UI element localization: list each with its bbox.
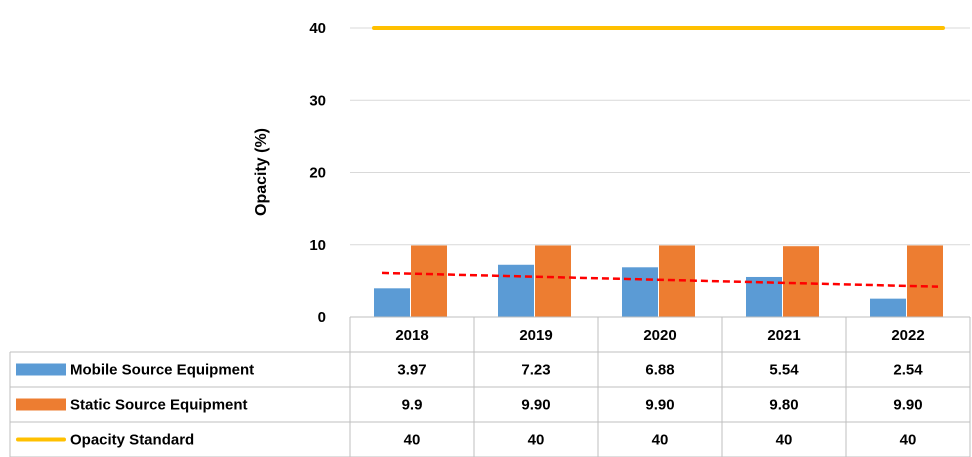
legend-label: Opacity Standard bbox=[70, 432, 194, 449]
bar-static-2019 bbox=[535, 245, 571, 317]
y-tick-label: 40 bbox=[309, 20, 326, 37]
table-cell: 40 bbox=[900, 432, 917, 449]
table-cell: 2.54 bbox=[893, 362, 923, 379]
legend-swatch bbox=[16, 363, 66, 376]
bar-static-2020 bbox=[659, 245, 695, 317]
table-cell: 9.90 bbox=[521, 397, 550, 414]
lines bbox=[372, 26, 945, 288]
table-cell: 40 bbox=[528, 432, 545, 449]
bar-mobile-2020 bbox=[622, 267, 658, 317]
table-cell: 9.80 bbox=[769, 397, 798, 414]
table-cell: 9.90 bbox=[645, 397, 674, 414]
table-cell: 3.97 bbox=[397, 362, 426, 379]
table-cell: 7.23 bbox=[521, 362, 550, 379]
x-tick-label: 2020 bbox=[643, 327, 676, 344]
table-cell: 40 bbox=[652, 432, 669, 449]
table-cell: 40 bbox=[404, 432, 421, 449]
trendline-mobile bbox=[381, 271, 939, 288]
data-table: 2018 2019 2020 2021 2022 Mobile Source Equipm… bbox=[9, 316, 971, 457]
bar-static-2022 bbox=[907, 245, 943, 317]
x-tick-label: 2019 bbox=[519, 327, 552, 344]
legend-swatch bbox=[16, 398, 66, 411]
bar-mobile-2022 bbox=[870, 298, 906, 317]
x-tick-label: 2021 bbox=[767, 327, 800, 344]
table-cell: 40 bbox=[776, 432, 793, 449]
table-cell: 9.9 bbox=[402, 397, 423, 414]
table-cell: 6.88 bbox=[645, 362, 674, 379]
table-cell: 9.90 bbox=[893, 397, 922, 414]
legend-label: Mobile Source Equipment bbox=[70, 362, 254, 379]
bar-static-2021 bbox=[783, 246, 819, 317]
x-tick-label: 2018 bbox=[395, 327, 428, 344]
gridlines bbox=[350, 27, 970, 246]
x-tick-label: 2022 bbox=[891, 327, 924, 344]
y-axis-label: Opacity (%) bbox=[253, 128, 270, 216]
legend-label: Static Source Equipment bbox=[70, 397, 248, 414]
table-cell: 5.54 bbox=[769, 362, 799, 379]
y-tick-label: 0 bbox=[318, 309, 326, 326]
bar-mobile-2019 bbox=[498, 264, 534, 317]
y-tick-label: 20 bbox=[309, 165, 326, 182]
y-tick-label: 10 bbox=[309, 237, 326, 254]
y-axis-ticks: 0 10 20 30 40 bbox=[309, 20, 326, 326]
bars bbox=[374, 245, 943, 317]
bar-static-2018 bbox=[411, 245, 447, 317]
bar-mobile-2018 bbox=[374, 288, 410, 317]
y-tick-label: 30 bbox=[309, 92, 326, 109]
bar-mobile-2021 bbox=[746, 276, 782, 317]
